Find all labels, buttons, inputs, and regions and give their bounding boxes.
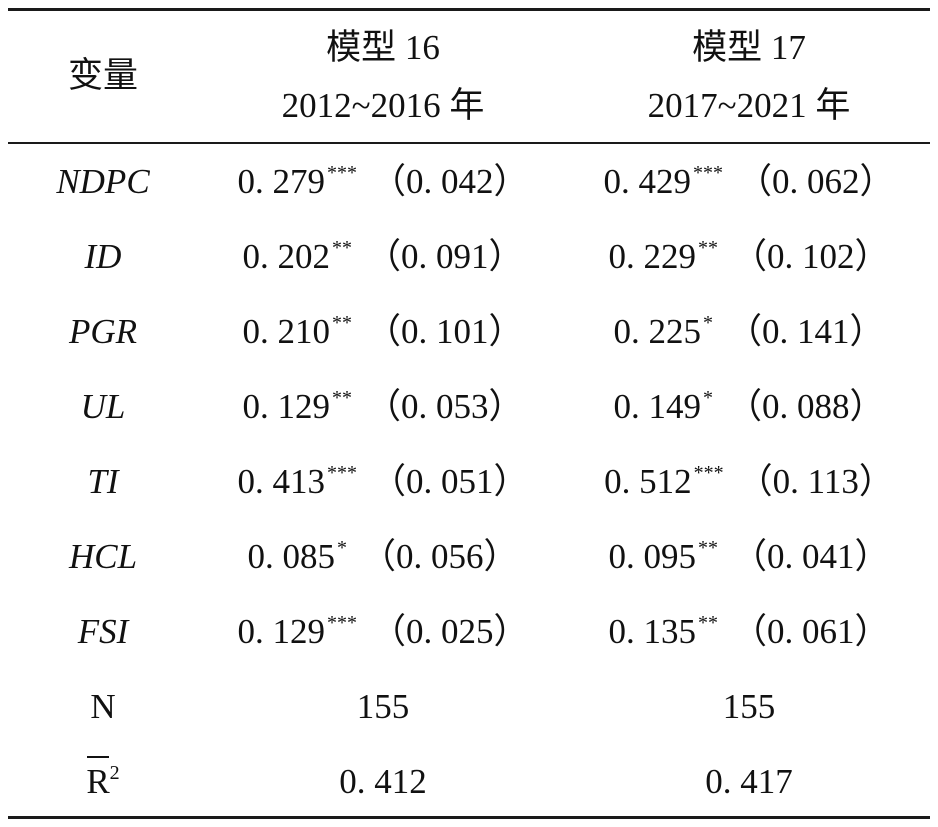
standard-error: （0. 056） bbox=[360, 537, 519, 576]
significance-stars: ** bbox=[697, 237, 718, 259]
significance-stars: *** bbox=[326, 612, 357, 634]
variable-name: TI bbox=[87, 462, 119, 501]
model2-cell: 0. 135 ** （0. 061） bbox=[568, 594, 930, 669]
model2-cell: 0. 229 ** （0. 102） bbox=[568, 219, 930, 294]
standard-error: （0. 025） bbox=[370, 612, 529, 651]
model2-cell: 0. 512 *** （0. 113） bbox=[568, 444, 930, 519]
variable-name: UL bbox=[80, 387, 126, 426]
coefficient: 0. 229 bbox=[608, 237, 696, 276]
significance-stars: ** bbox=[331, 312, 352, 334]
standard-error: （0. 141） bbox=[726, 312, 885, 351]
significance-stars: *** bbox=[693, 462, 724, 484]
standard-error: （0. 051） bbox=[370, 462, 529, 501]
standard-error: （0. 113） bbox=[737, 462, 894, 501]
row-label: N bbox=[90, 687, 116, 726]
table-row: HCL 0. 085 * （0. 056） 0. 095 ** （0. 041） bbox=[8, 519, 930, 594]
coefficient: 0. 085 bbox=[247, 537, 335, 576]
standard-error: （0. 091） bbox=[365, 237, 524, 276]
coefficient: 0. 225 bbox=[613, 312, 701, 351]
coefficient: 0. 512 bbox=[604, 462, 692, 501]
table-row: TI 0. 413 *** （0. 051） 0. 512 *** （0. 113） bbox=[8, 444, 930, 519]
model2-value: 0. 417 bbox=[705, 762, 793, 801]
coefficient: 0. 210 bbox=[242, 312, 330, 351]
standard-error: （0. 061） bbox=[731, 612, 890, 651]
r2-superscript: 2 bbox=[109, 762, 120, 784]
significance-stars: *** bbox=[692, 162, 723, 184]
table-row-r2: R2 0. 412 0. 417 bbox=[8, 744, 930, 819]
row-label: R2 bbox=[8, 744, 198, 819]
standard-error: （0. 088） bbox=[726, 387, 885, 426]
model1-cell: 0. 202 ** （0. 091） bbox=[198, 219, 568, 294]
standard-error: （0. 062） bbox=[736, 162, 895, 201]
standard-error: （0. 042） bbox=[370, 162, 529, 201]
model1-cell: 0. 129 *** （0. 025） bbox=[198, 594, 568, 669]
model1-cell: 0. 210 ** （0. 101） bbox=[198, 294, 568, 369]
variable-name: PGR bbox=[68, 312, 138, 351]
top-rule bbox=[8, 8, 930, 11]
r-bar-symbol: R bbox=[86, 744, 110, 819]
variable-name: HCL bbox=[68, 537, 138, 576]
header-model1-name: 模型 16 bbox=[326, 28, 440, 67]
significance-stars: *** bbox=[326, 162, 357, 184]
bottom-rule bbox=[8, 816, 930, 819]
table-row: PGR 0. 210 ** （0. 101） 0. 225 * （0. 141） bbox=[8, 294, 930, 369]
header-model2-period: 2017~2021 年 bbox=[647, 86, 851, 125]
coefficient: 0. 129 bbox=[237, 612, 325, 651]
table-row-n: N 155 155 bbox=[8, 669, 930, 744]
significance-stars: * bbox=[702, 312, 713, 334]
coefficient: 0. 129 bbox=[242, 387, 330, 426]
variable-name: ID bbox=[84, 237, 122, 276]
regression-table: 变量 模型 16 2012~2016 年 模型 17 2017~2021 年 N… bbox=[8, 0, 930, 827]
model1-cell: 0. 129 ** （0. 053） bbox=[198, 369, 568, 444]
model2-value: 155 bbox=[722, 687, 776, 726]
coefficient: 0. 413 bbox=[237, 462, 325, 501]
model2-cell: 0. 095 ** （0. 041） bbox=[568, 519, 930, 594]
table-row: NDPC 0. 279 *** （0. 042） 0. 429 *** （0. 062） bbox=[8, 144, 930, 219]
model2-cell: 0. 429 *** （0. 062） bbox=[568, 144, 930, 219]
significance-stars: ** bbox=[697, 537, 718, 559]
header-rule bbox=[8, 142, 930, 144]
table-row: FSI 0. 129 *** （0. 025） 0. 135 ** （0. 061） bbox=[8, 594, 930, 669]
coefficient: 0. 279 bbox=[237, 162, 325, 201]
table-row: UL 0. 129 ** （0. 053） 0. 149 * （0. 088） bbox=[8, 369, 930, 444]
standard-error: （0. 053） bbox=[365, 387, 524, 426]
coefficient: 0. 095 bbox=[608, 537, 696, 576]
header-model1-period: 2012~2016 年 bbox=[281, 86, 485, 125]
standard-error: （0. 102） bbox=[731, 237, 890, 276]
coefficient: 0. 149 bbox=[613, 387, 701, 426]
significance-stars: ** bbox=[697, 612, 718, 634]
table-row: ID 0. 202 ** （0. 091） 0. 229 ** （0. 102） bbox=[8, 219, 930, 294]
significance-stars: * bbox=[336, 537, 347, 559]
significance-stars: * bbox=[702, 387, 713, 409]
variable-name: NDPC bbox=[56, 162, 150, 201]
model2-cell: 0. 149 * （0. 088） bbox=[568, 369, 930, 444]
coefficient: 0. 429 bbox=[603, 162, 691, 201]
variable-name: FSI bbox=[77, 612, 129, 651]
model1-value: 0. 412 bbox=[339, 762, 427, 801]
model2-cell: 0. 225 * （0. 141） bbox=[568, 294, 930, 369]
coefficient: 0. 135 bbox=[608, 612, 696, 651]
standard-error: （0. 101） bbox=[365, 312, 524, 351]
header-model2-name: 模型 17 bbox=[692, 28, 806, 67]
significance-stars: ** bbox=[331, 387, 352, 409]
model1-value: 155 bbox=[356, 687, 410, 726]
standard-error: （0. 041） bbox=[731, 537, 890, 576]
model1-cell: 0. 085 * （0. 056） bbox=[198, 519, 568, 594]
model1-cell: 0. 279 *** （0. 042） bbox=[198, 144, 568, 219]
model1-cell: 0. 413 *** （0. 051） bbox=[198, 444, 568, 519]
coefficient: 0. 202 bbox=[242, 237, 330, 276]
significance-stars: ** bbox=[331, 237, 352, 259]
significance-stars: *** bbox=[326, 462, 357, 484]
header-variable: 变量 bbox=[67, 56, 138, 95]
